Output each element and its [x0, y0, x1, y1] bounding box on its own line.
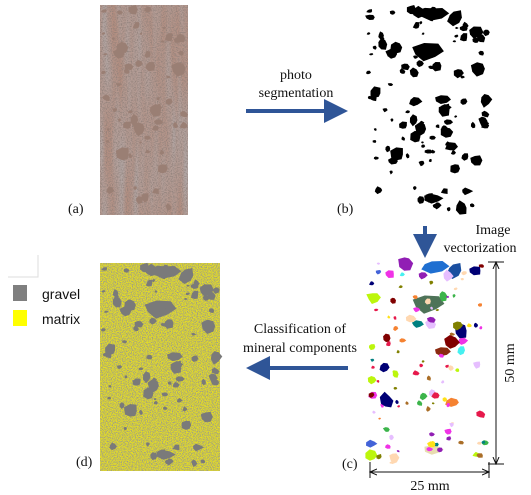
segmented-panel	[365, 5, 492, 215]
legend-frame	[8, 255, 38, 277]
legend-swatch	[13, 310, 27, 326]
dimension-label: 25 mm	[410, 479, 449, 494]
arrow-label: mineral components	[243, 341, 357, 356]
legend: gravel matrix	[8, 255, 80, 327]
legend-label: gravel	[42, 286, 80, 302]
arrow-label: vectorization	[443, 241, 516, 256]
legend-label: matrix	[42, 311, 80, 327]
panel-label: (d)	[76, 455, 93, 470]
legend-swatch	[13, 285, 27, 301]
panel-label: (a)	[68, 202, 84, 217]
vector-panel	[365, 257, 488, 466]
arrow-label: segmentation	[259, 86, 334, 101]
panel-label: (c)	[342, 457, 358, 472]
arrow-label: photo	[280, 68, 312, 83]
arrow-label: Classification of	[254, 322, 346, 337]
arrow-label: Image	[476, 223, 511, 238]
figure: (a) (b) (c) (d) photo segmentation Image…	[0, 0, 531, 495]
panel-label: (b)	[337, 202, 354, 217]
photo-panel	[100, 5, 188, 215]
classified-panel	[100, 263, 222, 471]
dimension-label: 50 mm	[503, 343, 518, 382]
